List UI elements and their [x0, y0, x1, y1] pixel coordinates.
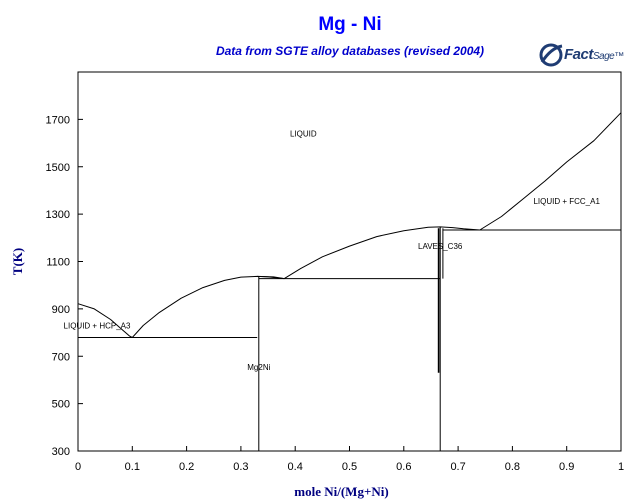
- factsage-logo-text: FactSage™: [564, 46, 624, 63]
- factsage-globe-icon: [539, 43, 563, 67]
- y-tick-label: 1500: [46, 162, 70, 174]
- phase-label: LAVES_C36: [418, 242, 463, 251]
- phase-boundary-liquidus-mg2ni-left: [131, 275, 285, 338]
- phase-boundary-liquidus-mg2ni-right: [257, 275, 285, 280]
- phase-label: LIQUID: [290, 129, 317, 138]
- y-tick-label: 1700: [46, 114, 70, 126]
- x-tick-label: 0.1: [125, 461, 140, 473]
- plot-frame: [77, 71, 622, 452]
- x-tick-label: 0.2: [179, 461, 194, 473]
- chart-subtitle: Data from SGTE alloy databases (revised …: [215, 44, 485, 58]
- x-tick-label: 0.3: [233, 461, 248, 473]
- factsage-logo: FactSage™: [538, 38, 628, 72]
- phase-boundary-liquidus-laves: [284, 226, 480, 280]
- y-tick-label: 1100: [46, 257, 70, 269]
- phase-label: LIQUID + FCC_A1: [533, 197, 600, 206]
- phase-boundary-liquidus-mg-side: [77, 303, 133, 338]
- x-tick-label: 0.5: [342, 461, 357, 473]
- y-tick-label: 300: [52, 446, 70, 458]
- x-tick-label: 0.8: [505, 461, 520, 473]
- phase-boundary-liquidus-ni-side: [479, 112, 622, 231]
- x-tick-label: 1: [618, 461, 624, 473]
- y-tick-label: 1300: [46, 209, 70, 221]
- x-tick-label: 0.6: [396, 461, 411, 473]
- x-tick-label: 0.9: [559, 461, 574, 473]
- y-tick-label: 700: [52, 351, 70, 363]
- phase-label: Mg2Ni: [247, 363, 270, 372]
- x-tick-label: 0: [75, 461, 81, 473]
- x-tick-label: 0.7: [450, 461, 465, 473]
- y-tick-label: 500: [52, 399, 70, 411]
- x-axis-label: mole Ni/(Mg+Ni): [294, 484, 388, 499]
- y-tick-label: 900: [52, 304, 70, 316]
- chart-title: Mg - Ni: [318, 14, 382, 35]
- phase-label: LIQUID + HCP_A3: [64, 321, 131, 330]
- y-axis-label: T(K): [10, 248, 25, 275]
- x-tick-label: 0.4: [288, 461, 303, 473]
